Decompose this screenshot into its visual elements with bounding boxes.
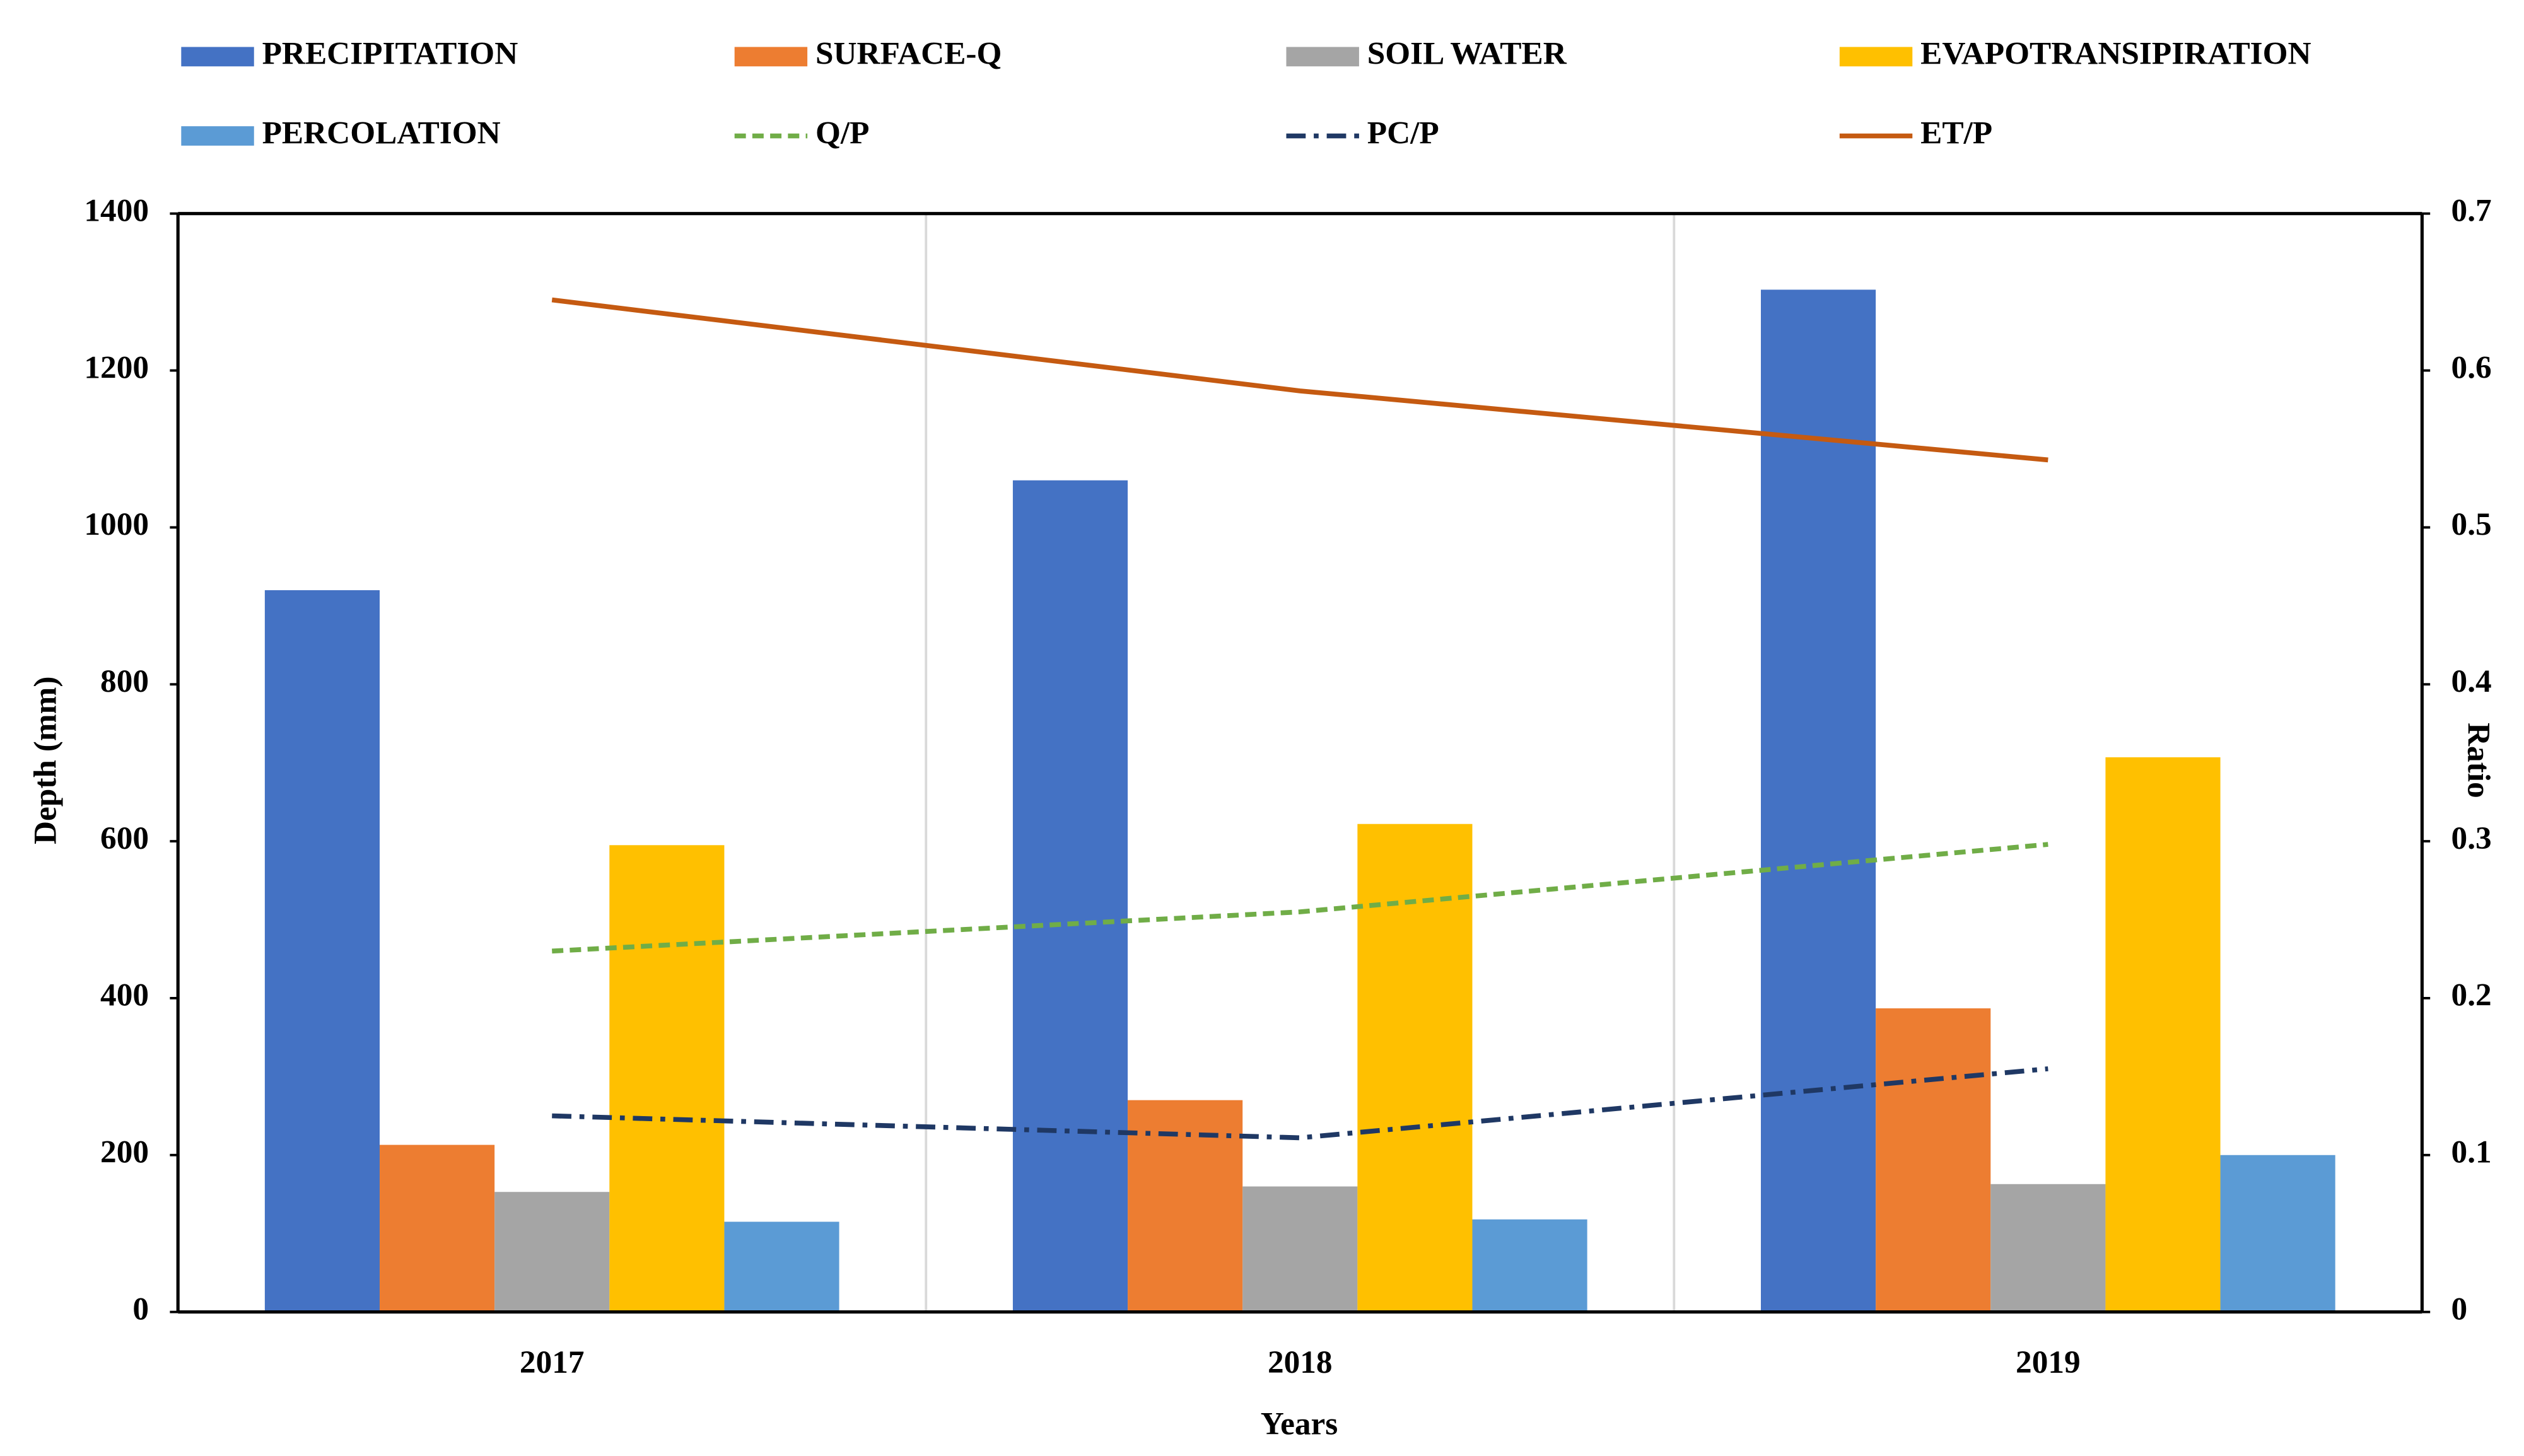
y-tick-label: 600: [100, 820, 149, 856]
legend-label: SOIL WATER: [1367, 36, 1567, 72]
legend-swatch: [181, 126, 254, 146]
bar: [1876, 1008, 1991, 1312]
y2-tick-label: 0.4: [2451, 663, 2492, 699]
legend-label: PC/P: [1367, 115, 1439, 151]
legend-swatch: [1839, 47, 1913, 67]
legend-label: EVAPOTRANSIPIRATION: [1920, 36, 2311, 72]
bar: [1012, 480, 1128, 1312]
x-tick-label: 2019: [2016, 1344, 2081, 1380]
y2-tick-label: 0.7: [2451, 192, 2492, 228]
y-tick-label: 1000: [84, 506, 149, 542]
bar: [2105, 757, 2221, 1312]
bar: [1128, 1100, 1243, 1312]
x-tick-label: 2018: [1268, 1344, 1333, 1380]
y-tick-label: 200: [100, 1134, 149, 1170]
ratio-line: [552, 842, 2048, 954]
legend-label: Q/P: [815, 115, 870, 151]
y-tick-label: 0: [132, 1291, 149, 1327]
legend-swatch: [1286, 47, 1359, 67]
bar: [1760, 289, 1876, 1312]
legend-label: ET/P: [1920, 115, 1992, 151]
ratio-line: [551, 297, 2048, 463]
bar: [264, 590, 380, 1312]
y2-tick-label: 0.6: [2451, 349, 2492, 385]
y-tick-label: 1200: [84, 349, 149, 385]
y2-tick-label: 0.2: [2451, 977, 2492, 1013]
bar: [724, 1221, 839, 1312]
y-tick-label: 800: [100, 663, 149, 699]
legend-label: SURFACE-Q: [815, 36, 1002, 72]
bar: [1357, 824, 1473, 1312]
y-tick-label: 400: [100, 977, 149, 1013]
x-tick-label: 2017: [520, 1344, 585, 1380]
bar: [609, 845, 725, 1312]
bar: [1472, 1219, 1587, 1312]
y-axis-label: Depth (mm): [28, 677, 64, 844]
y2-tick-label: 0: [2451, 1291, 2468, 1327]
x-axis-label: Years: [1261, 1406, 1338, 1442]
y2-axis-label: Ratio: [2460, 723, 2496, 798]
y-tick-label: 1400: [84, 192, 149, 228]
legend-label: PRECIPITATION: [262, 36, 518, 72]
bar: [1990, 1184, 2106, 1312]
bar: [494, 1192, 610, 1312]
legend-label: PERCOLATION: [262, 115, 501, 151]
ratio-line: [552, 1066, 2048, 1141]
bar: [2220, 1155, 2335, 1312]
legend-swatch: [734, 47, 808, 67]
y2-tick-label: 0.3: [2451, 820, 2492, 856]
y2-tick-label: 0.5: [2451, 506, 2492, 542]
legend-swatch: [181, 47, 254, 67]
bar: [380, 1144, 495, 1312]
bar: [1242, 1186, 1358, 1312]
y2-tick-label: 0.1: [2451, 1134, 2492, 1170]
